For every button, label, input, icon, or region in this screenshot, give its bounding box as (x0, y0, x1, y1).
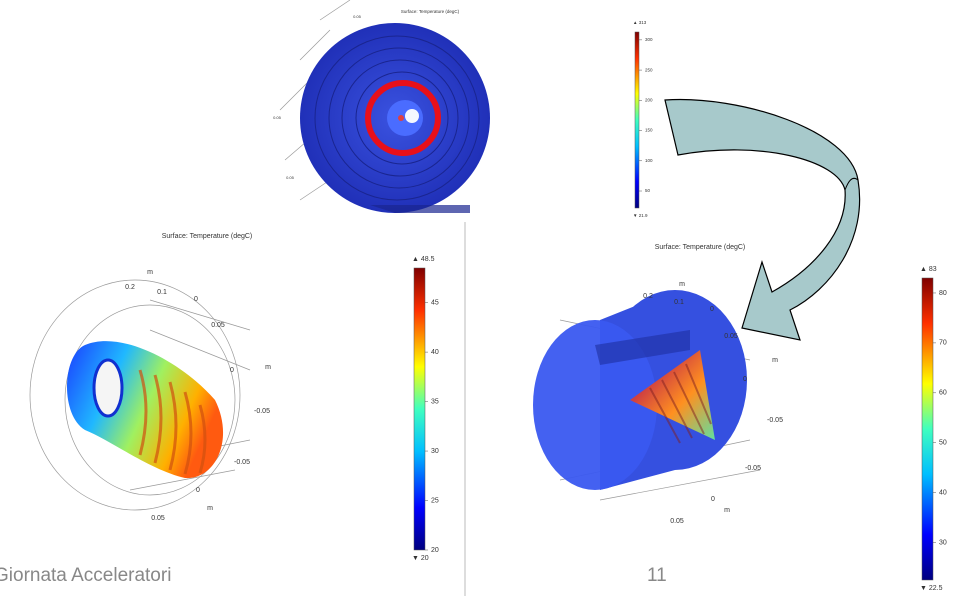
axis-label: 0.2 (643, 293, 653, 300)
axis-label: m (679, 281, 685, 288)
axis-label: 0.1 (674, 299, 684, 306)
colorbar (922, 278, 933, 580)
colorbar-tick-label: 300 (645, 37, 653, 42)
colorbar-tick-label: 70 (939, 340, 947, 347)
colorbar-min: ▼ 21.9 (633, 213, 648, 218)
colorbar-tick-label: 80 (939, 290, 947, 297)
colorbar-tick-label: 30 (431, 448, 439, 455)
colorbar-tick-label: 50 (645, 188, 651, 193)
colorbar-tick-label: 25 (431, 497, 439, 504)
colorbar-max: ▲ 48.5 (412, 256, 435, 263)
footer-text: Giornata Acceleratori (0, 565, 171, 586)
colorbar-min: ▼ 20 (412, 555, 429, 562)
axis-label: m (147, 269, 153, 276)
axis-label: 0.05 (151, 515, 165, 522)
axis-label: m (772, 357, 778, 364)
axis-label: 0.05 (353, 14, 362, 19)
top-rendering (280, 0, 490, 213)
colorbar-tick-label: 50 (939, 440, 947, 447)
axis-label: m (207, 505, 213, 512)
left-rendering (30, 280, 250, 510)
axis-label: 0 (710, 306, 714, 313)
axis-label: 0.2 (125, 284, 135, 291)
axis-label: -0.05 (254, 408, 270, 415)
colorbar (414, 268, 425, 550)
colorbar-tick-label: 30 (939, 539, 947, 546)
page: Giornata Acceleratori 11 Surface: Temper… (0, 0, 963, 596)
colorbar-tick-label: 200 (645, 98, 653, 103)
axis-label: 0.05 (286, 175, 295, 180)
colorbar-tick-label: 40 (939, 489, 947, 496)
colorbar-tick-label: 60 (939, 390, 947, 397)
colorbar-max: ▲ 313 (633, 20, 647, 25)
axis-label: -0.05 (767, 417, 783, 424)
axis-label: 0.1 (157, 289, 167, 296)
axis-label: 0 (196, 487, 200, 494)
colorbar-tick-label: 100 (645, 158, 653, 163)
colorbar-max: ▲ 83 (920, 266, 937, 273)
plot-title: Surface: Temperature (degC) (162, 233, 253, 240)
colorbar-min: ▼ 22.5 (920, 585, 943, 592)
axis-label: -0.05 (745, 465, 761, 472)
colorbar-tick-label: 20 (431, 547, 439, 554)
axis-label: -0.05 (234, 459, 250, 466)
colorbar-tick-label: 150 (645, 128, 653, 133)
right-rendering (533, 290, 760, 500)
colorbar-tick-label: 40 (431, 349, 439, 356)
page-number: 11 (647, 565, 667, 586)
colorbar-tick-label: 45 (431, 299, 439, 306)
axis-label: m (724, 507, 730, 514)
slide: Giornata Acceleratori 11 Surface: Temper… (0, 0, 963, 596)
plot-title: Surface: Temperature (degC) (655, 244, 746, 251)
axis-label: 0.05 (724, 333, 738, 340)
axis-label: 0.05 (211, 322, 225, 329)
colorbar-tick-label: 250 (645, 67, 653, 72)
plot-title: Surface: Temperature (degC) (401, 9, 460, 14)
axis-label: m (265, 364, 271, 371)
axis-label: 0 (194, 296, 198, 303)
colorbar-tick-label: 35 (431, 398, 439, 405)
axis-label: 0.05 (670, 518, 684, 525)
axis-label: 0 (711, 496, 715, 503)
axis-label: 0.05 (273, 115, 282, 120)
axis-label: 0 (230, 367, 234, 374)
axis-label: 0 (743, 376, 747, 383)
colorbar (635, 32, 639, 208)
